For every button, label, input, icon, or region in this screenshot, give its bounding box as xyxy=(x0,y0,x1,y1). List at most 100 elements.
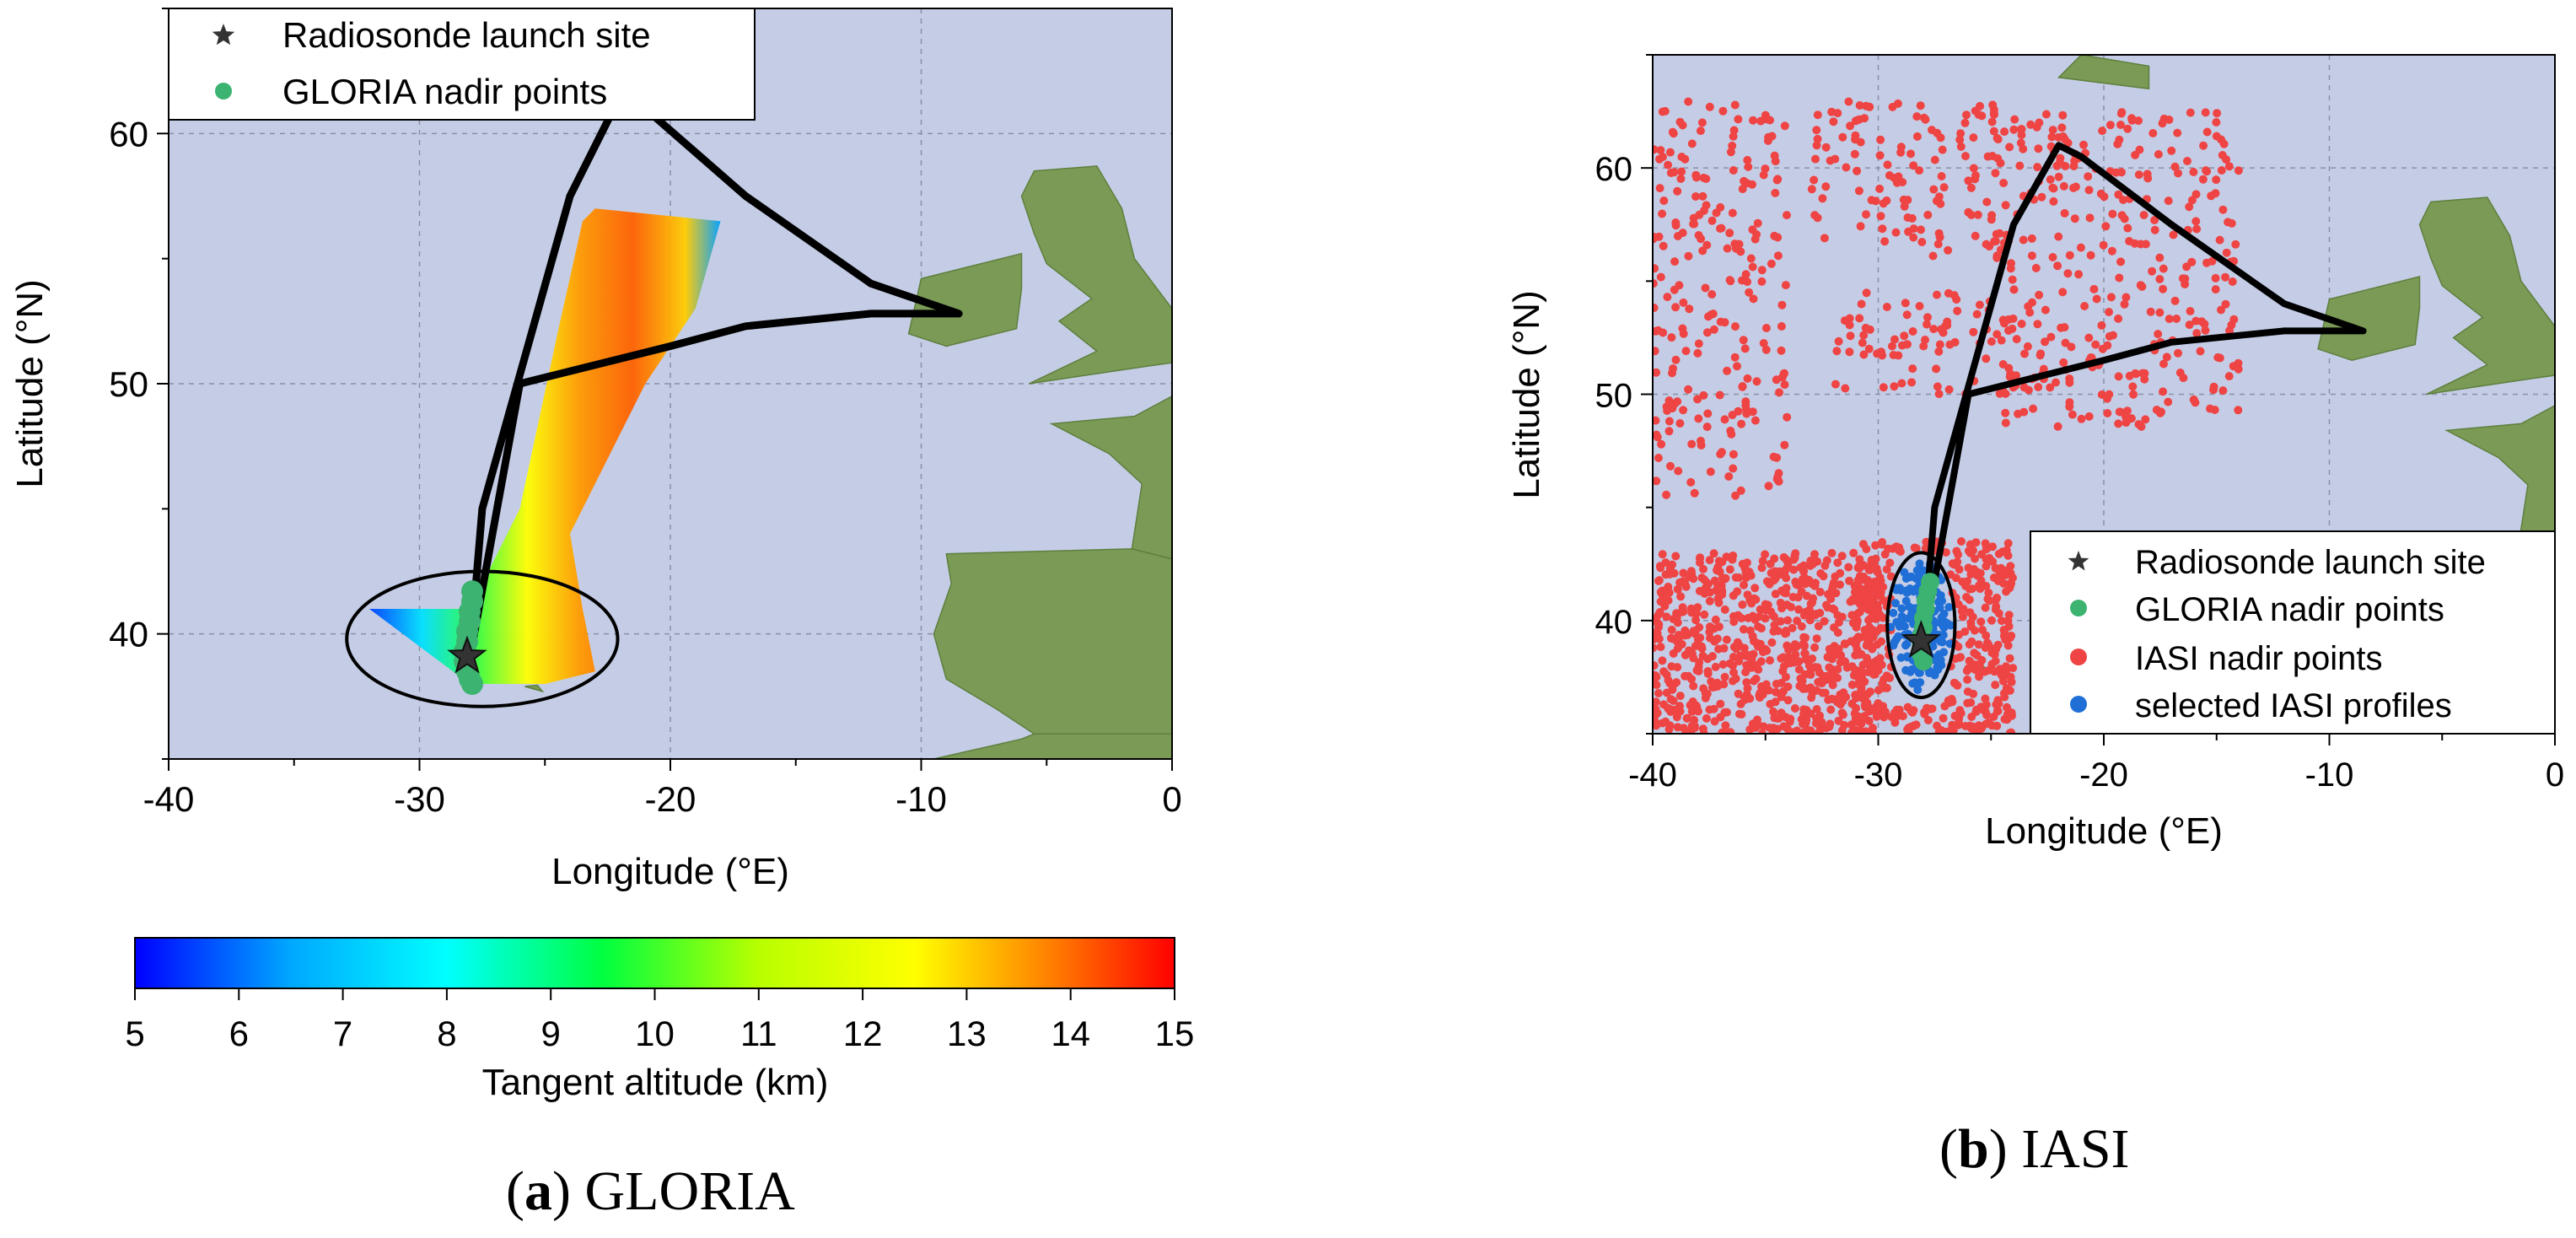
iasi-nadir-point xyxy=(1879,199,1888,208)
iasi-nadir-point xyxy=(1946,570,1955,579)
iasi-nadir-point xyxy=(2053,261,2062,271)
iasi-nadir-point xyxy=(2221,299,2230,309)
iasi-nadir-point xyxy=(2154,150,2163,159)
legend-b: Radiosonde launch site GLORIA nadir poin… xyxy=(2030,530,2556,735)
iasi-nadir-point xyxy=(1702,328,1712,337)
iasi-nadir-point xyxy=(1671,552,1681,561)
iasi-nadir-point xyxy=(1720,672,1729,681)
iasi-nadir-point xyxy=(1676,175,1686,183)
iasi-nadir-point xyxy=(1690,724,1699,733)
iasi-nadir-point xyxy=(1714,622,1724,632)
iasi-nadir-point xyxy=(2143,170,2152,179)
iasi-nadir-point xyxy=(1955,630,1964,639)
iasi-nadir-point xyxy=(1742,678,1751,687)
iasi-nadir-point xyxy=(1739,625,1748,634)
land-greenland xyxy=(1653,55,1788,56)
iasi-nadir-point xyxy=(1779,662,1788,671)
iasi-nadir-point xyxy=(1933,290,1941,299)
iasi-nadir-point xyxy=(1953,306,1962,315)
iasi-nadir-point xyxy=(1694,662,1703,671)
iasi-nadir-point xyxy=(1664,417,1674,426)
iasi-nadir-point xyxy=(1653,304,1659,312)
iasi-nadir-point xyxy=(2000,692,2009,702)
iasi-nadir-point xyxy=(1752,377,1761,386)
iasi-nadir-point xyxy=(1818,194,1827,203)
iasi-nadir-point xyxy=(1673,618,1682,627)
colorbar-tick-label: 9 xyxy=(541,1014,561,1053)
iasi-nadir-point xyxy=(1725,659,1734,668)
land-ireland xyxy=(907,252,1023,347)
iasi-nadir-point xyxy=(1684,251,1693,261)
iasi-nadir-point xyxy=(1855,600,1864,609)
iasi-nadir-point xyxy=(1764,132,1773,142)
iasi-nadir-point xyxy=(1765,724,1774,733)
iasi-nadir-point xyxy=(2048,126,2057,135)
iasi-nadir-point xyxy=(1844,97,1853,106)
iasi-nadir-point xyxy=(1661,558,1670,568)
iasi-nadir-point xyxy=(1763,600,1772,610)
iasi-nadir-point xyxy=(1934,347,1944,356)
iasi-nadir-point xyxy=(1692,609,1701,618)
iasi-nadir-point xyxy=(1852,726,1861,734)
selected-iasi-profile xyxy=(1899,622,1908,631)
selected-iasi-profile xyxy=(1939,609,1949,618)
iasi-nadir-point xyxy=(1804,661,1814,670)
iasi-nadir-point xyxy=(1982,631,1991,640)
iasi-nadir-point xyxy=(1915,302,1924,310)
iasi-nadir-point xyxy=(1990,650,1999,659)
iasi-nadir-point xyxy=(1658,209,1667,218)
iasi-nadir-point xyxy=(2068,410,2077,419)
iasi-nadir-point xyxy=(1706,588,1715,597)
iasi-nadir-point xyxy=(2213,109,2222,118)
iasi-nadir-point xyxy=(1971,231,1980,240)
iasi-nadir-point xyxy=(1907,214,1917,223)
iasi-nadir-point xyxy=(1830,695,1839,704)
iasi-nadir-point xyxy=(1875,151,1885,160)
iasi-nadir-point xyxy=(2057,123,2067,132)
iasi-nadir-point xyxy=(1718,659,1728,669)
iasi-nadir-point xyxy=(1874,686,1883,695)
iasi-nadir-point xyxy=(2027,234,2036,243)
iasi-nadir-point xyxy=(1728,208,1737,218)
iasi-nadir-point xyxy=(2202,258,2211,267)
iasi-nadir-point xyxy=(2084,186,2094,195)
iasi-nadir-point xyxy=(2218,205,2228,214)
legend-circle-icon-gloria-a xyxy=(215,83,232,100)
iasi-nadir-point xyxy=(1762,646,1772,655)
iasi-nadir-point xyxy=(1921,115,1930,124)
iasi-nadir-point xyxy=(1858,338,1867,347)
iasi-nadir-point xyxy=(1736,247,1745,256)
iasi-nadir-point xyxy=(2089,284,2099,293)
iasi-nadir-point xyxy=(1776,598,1785,607)
legend-label-selected: selected IASI profiles xyxy=(2135,687,2452,724)
x-tick-label: -20 xyxy=(645,779,696,819)
iasi-nadir-point xyxy=(1731,491,1740,500)
iasi-nadir-point xyxy=(2174,169,2182,178)
iasi-nadir-point xyxy=(1697,441,1706,449)
iasi-nadir-point xyxy=(1757,266,1767,275)
iasi-nadir-point xyxy=(2003,702,2011,712)
iasi-nadir-point xyxy=(1845,320,1854,330)
iasi-nadir-point xyxy=(2048,253,2057,261)
iasi-nadir-point xyxy=(1785,717,1794,726)
iasi-nadir-point xyxy=(2189,168,2198,176)
selected-iasi-profile xyxy=(1916,678,1925,687)
iasi-nadir-point xyxy=(1773,233,1783,242)
iasi-nadir-point xyxy=(1655,154,1664,164)
iasi-nadir-point xyxy=(1865,622,1874,632)
iasi-nadir-point xyxy=(1696,558,1704,568)
iasi-nadir-point xyxy=(1850,149,1859,159)
iasi-nadir-point xyxy=(1662,490,1671,499)
iasi-nadir-point xyxy=(1722,729,1731,734)
iasi-nadir-point xyxy=(1909,233,1918,242)
iasi-nadir-point xyxy=(1743,155,1752,164)
selected-iasi-profile xyxy=(1901,665,1911,675)
iasi-nadir-point xyxy=(1939,713,1948,723)
iasi-nadir-point xyxy=(2140,374,2149,384)
iasi-nadir-point xyxy=(1837,552,1847,561)
iasi-nadir-point xyxy=(1971,708,1981,717)
gloria-nadir-point xyxy=(461,673,483,695)
iasi-nadir-point xyxy=(1673,584,1682,594)
iasi-nadir-point xyxy=(1683,630,1692,639)
